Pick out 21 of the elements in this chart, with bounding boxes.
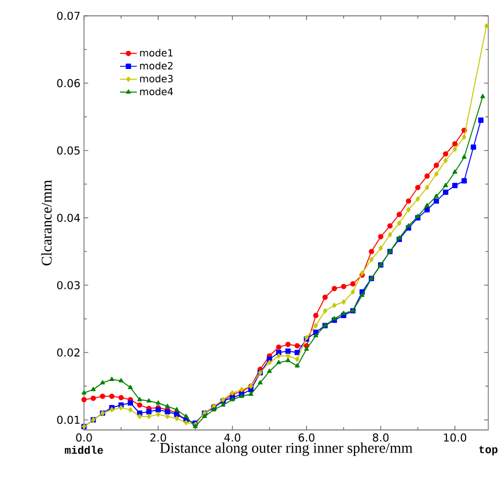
x-tick-label: 0.0 <box>76 433 92 442</box>
y-tick-label: 0.05 <box>57 146 80 154</box>
y-tick-label: 0.06 <box>57 78 80 88</box>
x-tick-label: 10.0 <box>444 433 466 442</box>
legend-label: mode2 <box>140 62 172 70</box>
y-tick-label: 0.04 <box>57 214 80 222</box>
legend-label: mode4 <box>140 87 173 96</box>
text: middle <box>64 446 103 454</box>
x-tick-label: 4.0 <box>224 433 240 442</box>
y-tick-label: 0.02 <box>57 348 80 356</box>
text: top <box>479 446 498 456</box>
legend-label: mode3 <box>140 74 173 82</box>
y-tick-label: 0.01 <box>57 416 80 424</box>
x-tick-label: 8.0 <box>372 433 389 442</box>
y-tick-label: 0.07 <box>57 12 80 20</box>
y-tick-label: 0.03 <box>57 280 80 290</box>
y-axis-title: Clcarance/mm <box>41 180 52 266</box>
legend-label: mode1 <box>140 48 173 56</box>
x-tick-label: 2.0 <box>150 433 166 442</box>
x-axis-title: Distance along outer ring inner sphere/mm <box>160 442 412 456</box>
x-tick-label: 6.0 <box>298 433 314 442</box>
